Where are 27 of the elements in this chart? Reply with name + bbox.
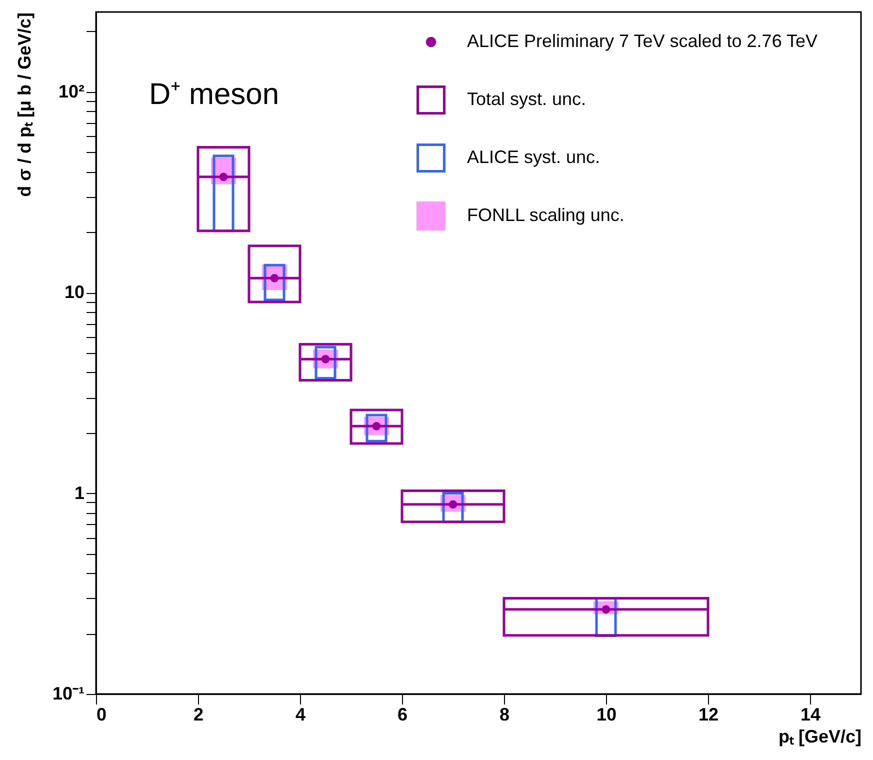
x-tick-label: 8 — [499, 704, 510, 724]
bar — [264, 264, 286, 302]
bar — [196, 146, 250, 232]
x-tick-label: 6 — [397, 704, 408, 724]
legend-label: ALICE Preliminary 7 TeV scaled to 2.76 TeV — [467, 31, 818, 51]
x-tick-label: 14 — [800, 704, 821, 724]
x-tick-label: 10 — [596, 704, 617, 724]
legend-label: FONLL scaling unc. — [467, 205, 624, 225]
x-tick-label: 4 — [295, 704, 306, 724]
bar — [350, 408, 404, 445]
y-axis-title: d σ / d pₜ [μ b / GeV/c] — [14, 12, 34, 197]
text: D⁺ meson — [148, 78, 280, 111]
legend-label: Total syst. unc. — [467, 89, 586, 109]
legend-label: ALICE syst. unc. — [467, 147, 600, 167]
x-tick-label: 12 — [698, 704, 719, 724]
bar — [314, 346, 336, 380]
x-axis-title: pₜ [GeV/c] — [778, 726, 862, 746]
x-tick-label: 0 — [96, 704, 107, 724]
y-tick-label: 10² — [58, 81, 85, 102]
bar — [366, 414, 388, 442]
point — [219, 172, 228, 182]
x-tick-label: 2 — [193, 704, 204, 724]
y-tick-label: 10⁻¹ — [52, 684, 85, 704]
bar — [298, 342, 352, 382]
y-tick-label: 1 — [74, 482, 84, 503]
y-tick-label: 10 — [64, 282, 84, 302]
bar — [248, 244, 302, 304]
